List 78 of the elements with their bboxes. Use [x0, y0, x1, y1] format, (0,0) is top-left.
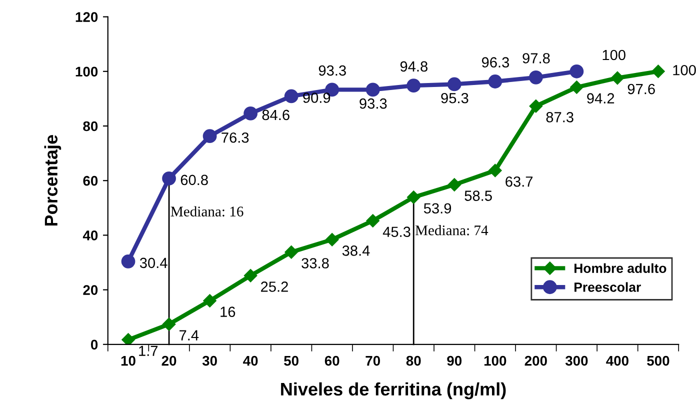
point: [203, 294, 216, 308]
data-label: 94.2: [587, 93, 614, 104]
y-tick-label: 120: [76, 12, 98, 22]
point: [366, 82, 380, 97]
data-label: 45.3: [382, 226, 410, 237]
point: [448, 178, 461, 192]
point: [570, 64, 584, 78]
point: [202, 129, 217, 144]
point: [407, 190, 420, 204]
annotation: Mediana: 16: [170, 206, 244, 217]
x-axis-title: Niveles de ferritina (ng/ml): [281, 382, 506, 400]
x-tick-label: 80: [406, 356, 421, 366]
data-label: 96.3: [482, 57, 510, 68]
data-label: 1.7: [139, 346, 158, 356]
point: [162, 318, 176, 331]
x-tick-label: 500: [647, 356, 670, 366]
point: [366, 214, 380, 228]
point: [121, 254, 136, 268]
y-tick-label: 100: [76, 66, 98, 77]
x-tick-label: 100: [484, 356, 506, 366]
point: [570, 80, 584, 94]
data-label: 7.4: [180, 330, 199, 340]
x-tick-label: 60: [324, 356, 340, 366]
point: [244, 269, 258, 282]
x-tick-label: 90: [447, 356, 462, 366]
x-tick-label: 200: [524, 356, 547, 366]
point: [488, 164, 502, 178]
x-tick-label: 10: [121, 356, 136, 366]
data-label: 25.2: [261, 282, 288, 292]
data-label: 38.4: [342, 246, 370, 256]
y-axis-title: Porcentaje: [44, 135, 62, 226]
point: [162, 171, 176, 186]
y-tick-label: 0: [90, 340, 98, 350]
point: [447, 77, 462, 92]
data-label: 93.3: [318, 65, 346, 76]
x-tick-label: 20: [162, 356, 176, 366]
data-label: 33.8: [302, 258, 329, 268]
x-tick-label: 400: [606, 356, 628, 366]
data-label: 93.3: [360, 98, 387, 109]
data-label: 16: [220, 306, 236, 317]
x-tick-label: 70: [366, 356, 380, 366]
y-tick-label: 80: [83, 121, 98, 132]
data-label: 100: [602, 50, 626, 60]
data-label: 63.7: [506, 176, 533, 187]
data-label: 30.4: [140, 258, 168, 268]
point: [652, 64, 665, 78]
y-tick-label: 20: [83, 285, 98, 295]
legend-label: Preescolar: [574, 282, 641, 292]
x-tick-label: 300: [565, 356, 588, 366]
point: [529, 99, 543, 113]
x-tick-label: 40: [243, 356, 258, 366]
data-label: 97.8: [522, 53, 550, 64]
data-label: 58.5: [464, 190, 492, 201]
point: [610, 71, 624, 85]
legend-label: Hombre adulto: [574, 263, 666, 273]
data-label: 95.3: [441, 92, 468, 104]
data-label: 76.3: [222, 132, 249, 143]
point: [406, 78, 421, 93]
data-label: 97.6: [628, 84, 655, 94]
point: [528, 70, 543, 84]
point: [284, 246, 298, 259]
x-tick-label: 30: [202, 356, 217, 366]
data-label: 84.6: [262, 110, 290, 120]
data-label: 90.9: [303, 92, 330, 103]
data-label: 94.8: [400, 61, 428, 72]
point: [244, 106, 258, 120]
point: [488, 74, 502, 88]
annotation: Mediana: 74: [415, 225, 488, 236]
x-tick-label: 50: [284, 356, 298, 366]
data-label: 100: [673, 64, 696, 76]
data-label: 60.8: [180, 174, 208, 186]
point: [122, 333, 135, 344]
data-label: 53.9: [424, 203, 452, 214]
y-tick-label: 40: [82, 230, 98, 240]
point: [284, 89, 298, 104]
point: [326, 232, 339, 246]
data-label: 87.3: [546, 112, 574, 122]
y-tick-label: 60: [83, 176, 98, 186]
